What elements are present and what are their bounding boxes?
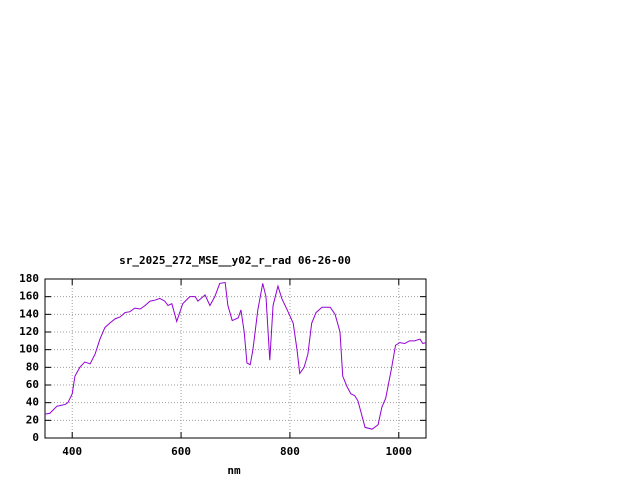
- y-tick-label: 0: [32, 431, 39, 444]
- y-tick-label: 180: [19, 272, 39, 285]
- y-tick-label: 160: [19, 290, 39, 303]
- y-tick-label: 60: [26, 378, 39, 391]
- x-tick-label: 800: [280, 445, 300, 458]
- x-axis-label: nm: [227, 464, 241, 477]
- y-tick-label: 20: [26, 413, 39, 426]
- plot-frame: [44, 278, 427, 439]
- y-tick-label: 80: [26, 360, 39, 373]
- y-tick-label: 120: [19, 325, 39, 338]
- x-tick-label: 600: [171, 445, 191, 458]
- data-line: [44, 281, 427, 430]
- y-tick-label: 140: [19, 307, 39, 320]
- y-tick-label: 100: [19, 343, 39, 356]
- chart-title: sr_2025_272_MSE__y02_r_rad 06-26-00: [119, 254, 351, 267]
- x-tick-label: 400: [62, 445, 82, 458]
- y-tick-label: 40: [26, 396, 39, 409]
- x-tick-label: 1000: [386, 445, 413, 458]
